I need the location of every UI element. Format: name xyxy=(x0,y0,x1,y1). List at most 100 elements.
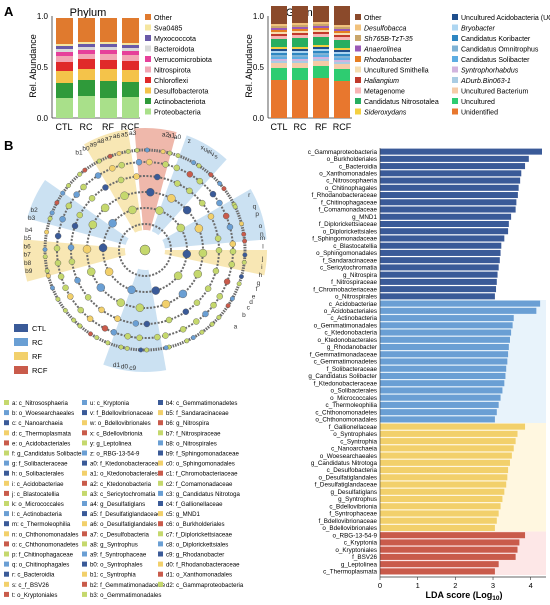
lda-category-label: c_Desulfobacteria xyxy=(327,467,378,474)
phylum-ytick: 0.5 xyxy=(37,63,49,72)
clade-key-text: c8: o_Diplorickettsiales xyxy=(166,541,228,548)
clade-key-text: c0: o_Sphingomonadales xyxy=(166,461,235,468)
cladogram-node xyxy=(67,244,75,251)
cladogram-node xyxy=(62,284,69,292)
clade-key-swatch xyxy=(158,490,163,496)
lda-bar xyxy=(380,430,518,437)
clade-key-text: c9: g_Rhodanobacter xyxy=(166,552,224,559)
lda-category-label: f_BSV26 xyxy=(352,554,377,561)
stacked-bar-segment xyxy=(292,80,308,118)
stacked-bar-segment xyxy=(100,47,117,50)
lda-category-label: o_Xanthomonadales xyxy=(319,171,377,178)
lda-bar xyxy=(380,452,512,459)
stacked-bar-segment xyxy=(334,54,350,56)
phylum-chart: Phylum Rel. Abundance 0.0 0.5 1.0 CTL RC… xyxy=(28,7,212,132)
clade-label: a0 xyxy=(174,134,182,141)
legend-swatch xyxy=(452,87,458,94)
cladogram-node xyxy=(184,338,190,344)
lda-bar xyxy=(380,264,499,271)
cladogram-node xyxy=(242,238,248,244)
lda-category-label: o_RBG-13-54-9 xyxy=(333,532,378,539)
lda-bar xyxy=(380,524,495,531)
legend-swatch xyxy=(355,56,361,62)
clade-key-text: t: o_Kryptoniales xyxy=(12,592,57,599)
lda-category-label: c_Bacteroidia xyxy=(339,163,378,170)
stacked-bar-segment xyxy=(292,47,308,49)
lda-bar xyxy=(380,372,506,379)
group-legend-label: RCF xyxy=(32,366,48,375)
legend-label: Candidatus Nitrosotalea xyxy=(364,99,439,106)
clade-highlight xyxy=(27,180,129,245)
clade-label: a5 xyxy=(121,131,129,138)
cladogram-node xyxy=(204,285,212,292)
lda-bar xyxy=(380,177,521,184)
lda-bar xyxy=(380,184,519,191)
lda-tick-label: 1 xyxy=(416,581,420,590)
clade-label: x xyxy=(201,144,205,151)
clade-highlight xyxy=(84,129,143,233)
clade-key-text: s: c_f_BSV26 xyxy=(12,582,50,589)
cladogram-node xyxy=(162,332,169,339)
lda-category-label: o_Woesearchaeales xyxy=(320,453,377,460)
cladogram-node xyxy=(209,321,215,327)
stacked-bar-segment xyxy=(292,63,308,68)
lda-labels: c_Gammaproteobacteriao_Burkholderialesc_… xyxy=(308,149,378,576)
lda-xlabel: LDA score (Log10) xyxy=(426,590,503,602)
lda-bar xyxy=(380,329,512,336)
clade-key-text: r: c_Bacteroidia xyxy=(12,572,55,579)
lda-category-label: o_Gemmatimonadales xyxy=(314,322,377,329)
lda-category-label: g_Rhodanobacter xyxy=(327,344,377,351)
clade-key-swatch xyxy=(158,440,163,446)
clade-key-text: v: f_Bdellovibrionaceae xyxy=(90,410,154,417)
stacked-bar-segment xyxy=(271,80,287,118)
cladogram-root xyxy=(139,244,151,256)
stacked-bar-segment xyxy=(100,54,117,60)
clade-label: i xyxy=(261,264,262,271)
clade-label: b0 xyxy=(82,145,90,152)
clade-label: f xyxy=(256,286,258,293)
clade-key-swatch xyxy=(4,581,9,587)
clade-key-text: o: c_Chthonomonadetes xyxy=(12,541,78,548)
clade-label: a9 xyxy=(90,141,98,148)
clade-key-text: b5: f_Sandaracinaceae xyxy=(166,410,229,417)
clade-key-swatch xyxy=(4,571,9,577)
clade-key-swatch xyxy=(82,480,87,486)
lda-category-label: f_Nitrospiraceae xyxy=(331,279,377,286)
lda-bar xyxy=(380,539,520,546)
stacked-bar-segment xyxy=(313,55,329,57)
lda-category-label: g_Candidatus Solibacter xyxy=(308,373,377,380)
clade-key-text: c7: f_Diplorickettsiaceae xyxy=(166,531,233,538)
legend-label: Proteobacteria xyxy=(154,108,201,117)
cladogram-node xyxy=(182,308,190,315)
stacked-bar-segment xyxy=(56,62,73,71)
cladogram-node xyxy=(49,210,55,216)
legend-swatch xyxy=(145,35,151,41)
cladogram-node xyxy=(44,268,50,274)
cladogram-node xyxy=(216,314,222,320)
clade-label: c9 xyxy=(129,365,136,372)
stacked-bar-segment xyxy=(334,60,350,62)
clade-key-text: f: g_Candidatus Solibacter xyxy=(12,451,83,458)
clade-key-text: b7: f_Nitrospiraceae xyxy=(166,430,221,437)
phylum-ytick: 1.0 xyxy=(37,12,49,21)
stacked-bar-segment xyxy=(313,51,329,53)
lda-tick-label: 0 xyxy=(378,581,382,590)
lda-bar xyxy=(380,474,508,481)
cladogram-node xyxy=(118,161,125,169)
clade-key-swatch xyxy=(158,521,163,527)
lda-category-label: o_Micrococcales xyxy=(330,395,377,402)
clade-key-swatch xyxy=(158,551,163,557)
legend-label: Metagenome xyxy=(364,89,405,96)
clade-key-swatch xyxy=(4,591,9,597)
group-legend-label: CTL xyxy=(32,324,46,333)
clade-key-text: w: o_Bdellovibrionales xyxy=(89,420,151,427)
legend-swatch xyxy=(355,108,361,115)
stacked-bar-segment xyxy=(292,27,308,29)
panel-label-a: A xyxy=(4,4,14,19)
cladogram-node xyxy=(42,247,48,252)
stacked-bar-segment xyxy=(56,56,73,62)
legend-label: Other xyxy=(364,15,382,22)
cladogram-node xyxy=(71,317,77,323)
cladogram-node xyxy=(151,286,160,295)
